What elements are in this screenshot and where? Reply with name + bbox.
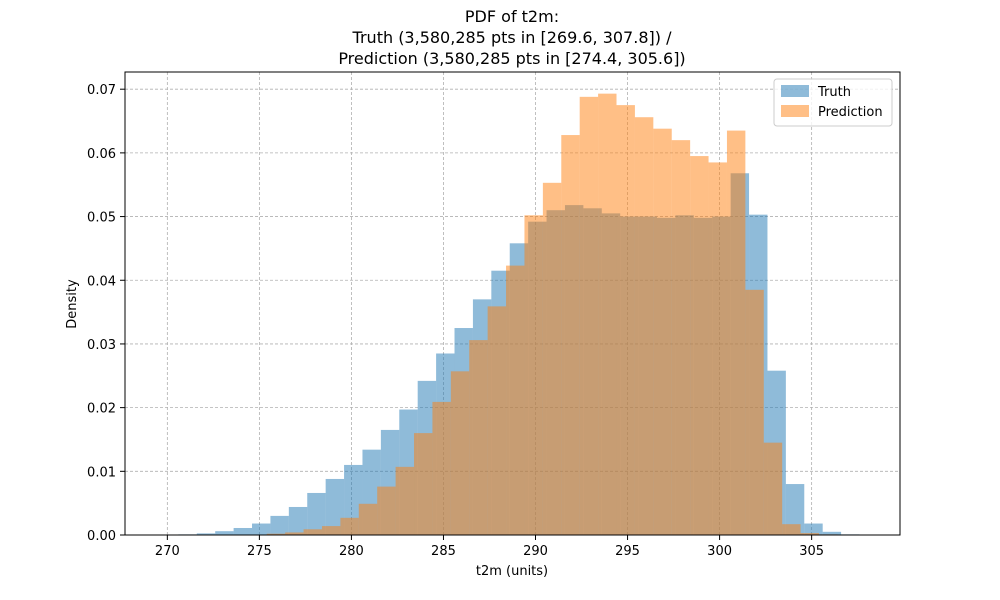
prediction-bar — [800, 533, 820, 535]
prediction-bar — [782, 524, 801, 535]
legend-label-truth: Truth — [817, 85, 851, 100]
x-axis-ticks: 270 275 280 285 290 295 300 305 — [155, 535, 824, 559]
prediction-bar — [395, 466, 415, 535]
x-tick-label: 285 — [431, 544, 456, 559]
prediction-bar — [414, 433, 433, 535]
truth-bar — [325, 478, 345, 535]
prediction-bar — [506, 265, 525, 535]
prediction-bar — [542, 182, 562, 535]
y-axis-ticks: 0.00 0.01 0.02 0.03 0.04 0.05 0.06 0.07 — [87, 83, 125, 544]
prediction-bar — [450, 371, 470, 535]
prediction-bar — [524, 215, 543, 535]
prediction-bar — [377, 486, 396, 535]
legend-label-prediction: Prediction — [818, 105, 883, 120]
chart-title: PDF of t2m: Truth (3,580,285 pts in [269… — [338, 7, 685, 68]
truth-bar — [288, 506, 308, 535]
x-tick-label: 270 — [155, 544, 180, 559]
prediction-bar — [634, 117, 654, 535]
prediction-bar — [763, 442, 783, 535]
legend-swatch-prediction — [781, 105, 809, 117]
prediction-bar — [745, 289, 764, 535]
prediction-bar — [285, 532, 304, 535]
chart-title-line-1: PDF of t2m: — [465, 7, 559, 26]
prediction-bar — [653, 128, 672, 535]
prediction-bar — [708, 162, 727, 535]
x-tick-label: 300 — [707, 544, 732, 559]
chart-title-line-3: Prediction (3,580,285 pts in [274.4, 305… — [338, 49, 685, 68]
y-tick-label: 0.03 — [87, 338, 116, 353]
y-tick-label: 0.06 — [87, 147, 116, 162]
truth-bar — [307, 492, 326, 535]
prediction-bar — [487, 306, 507, 535]
x-tick-label: 275 — [247, 544, 272, 559]
x-tick-label: 280 — [339, 544, 364, 559]
x-tick-label: 305 — [799, 544, 824, 559]
y-tick-label: 0.02 — [87, 402, 116, 417]
y-axis-label: Density — [65, 279, 80, 329]
prediction-series-bars — [248, 93, 838, 536]
plot-frame — [124, 71, 901, 536]
prediction-bar — [266, 533, 286, 535]
prediction-bar — [432, 401, 451, 535]
truth-bar — [804, 523, 823, 535]
legend: Truth Prediction — [773, 78, 893, 127]
truth-bar — [785, 484, 805, 535]
prediction-bar — [690, 156, 709, 535]
y-tick-label: 0.07 — [87, 83, 116, 98]
legend-swatch-truth — [781, 85, 809, 97]
x-tick-label: 295 — [615, 544, 640, 559]
x-axis-label: t2m (units) — [476, 564, 548, 579]
y-tick-label: 0.04 — [87, 274, 116, 289]
prediction-bar — [726, 130, 746, 535]
prediction-bar — [598, 93, 617, 535]
truth-bar — [270, 515, 289, 535]
truth-bar — [196, 533, 216, 535]
prediction-bar — [561, 135, 580, 536]
prediction-bar — [671, 140, 691, 536]
x-tick-label: 290 — [523, 544, 548, 559]
y-tick-label: 0.05 — [87, 211, 116, 226]
y-tick-label: 0.00 — [87, 529, 116, 544]
truth-bar — [822, 531, 842, 535]
prediction-bar — [303, 529, 322, 535]
truth-bar — [215, 531, 234, 535]
prediction-bar — [358, 503, 378, 535]
chart-title-line-2: Truth (3,580,285 pts in [269.6, 307.8]) … — [352, 28, 673, 47]
truth-bar — [252, 523, 271, 535]
prediction-bar — [579, 96, 599, 535]
prediction-bar — [469, 340, 488, 535]
prediction-bar — [340, 517, 359, 535]
truth-bar — [233, 527, 253, 535]
prediction-bar — [616, 105, 635, 536]
truth-bar — [344, 464, 363, 535]
y-tick-label: 0.01 — [87, 465, 116, 480]
prediction-bar — [321, 526, 341, 535]
